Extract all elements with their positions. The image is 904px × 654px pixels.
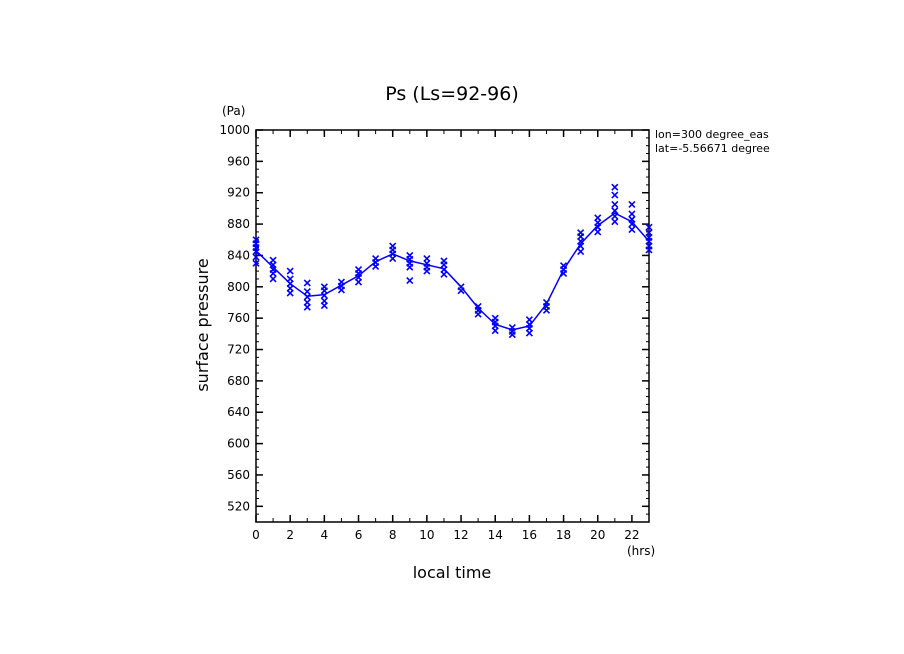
sample-marker — [423, 255, 431, 263]
y-tick-label: 680 — [227, 374, 250, 388]
y-tick-label: 960 — [227, 154, 250, 168]
x-tick-label: 14 — [488, 528, 503, 542]
sample-marker — [611, 212, 619, 220]
sample-marker — [286, 275, 294, 283]
x-tick-label: 2 — [286, 528, 294, 542]
sample-marker — [320, 297, 328, 305]
sample-marker — [474, 302, 482, 310]
sample-marker — [269, 256, 277, 264]
sample-marker — [628, 226, 636, 234]
sample-marker — [303, 287, 311, 296]
mean-line — [255, 212, 650, 331]
sample-marker — [303, 293, 311, 301]
x-tick-label: 12 — [453, 528, 468, 542]
y-tick-label: 560 — [227, 468, 250, 482]
sample-marker — [303, 298, 311, 307]
y-tick-label: 880 — [227, 217, 250, 231]
sample-marker — [389, 242, 397, 250]
sample-marker — [628, 200, 636, 209]
chart-title: Ps (Ls=92-96) — [385, 83, 519, 105]
y-tick-label: 520 — [227, 499, 250, 513]
y-tick-label: 720 — [227, 343, 250, 357]
sample-marker — [457, 283, 465, 291]
y-tick-label: 600 — [227, 437, 250, 451]
x-tick-label: 18 — [556, 528, 571, 542]
x-tick-label: 8 — [389, 528, 397, 542]
sample-marker — [252, 253, 260, 261]
y-axis-label: surface pressure — [193, 258, 212, 391]
sample-marker — [611, 183, 619, 191]
sample-marker — [611, 200, 619, 209]
y-tick-label: 920 — [227, 186, 250, 200]
sample-marker — [645, 229, 653, 237]
sample-marker — [303, 279, 311, 287]
x-unit-label: (hrs) — [627, 544, 655, 558]
sample-marker — [252, 259, 260, 267]
y-unit-label: (Pa) — [222, 104, 245, 118]
annotation-lat: lat=-5.56671 degree — [655, 142, 770, 155]
sample-marker — [645, 223, 653, 231]
y-tick-label: 640 — [227, 405, 250, 419]
sample-marker — [577, 229, 585, 237]
sample-marker — [286, 267, 294, 275]
y-tick-label: 760 — [227, 311, 250, 325]
x-tick-label: 22 — [624, 528, 639, 542]
sample-marker — [491, 314, 499, 322]
sample-marker — [269, 275, 277, 283]
sample-marker — [440, 257, 448, 265]
x-tick-label: 6 — [355, 528, 363, 542]
sample-marker — [628, 215, 636, 223]
plot-frame — [255, 129, 650, 523]
sample-marker — [611, 218, 619, 226]
x-tick-label: 10 — [419, 528, 434, 542]
sample-marker — [508, 324, 516, 332]
x-tick-label: 0 — [252, 528, 260, 542]
x-tick-label: 4 — [321, 528, 329, 542]
sample-marker — [611, 207, 619, 215]
sample-marker — [354, 265, 363, 274]
x-tick-label: 16 — [522, 528, 537, 542]
x-axis-label: local time — [413, 563, 492, 582]
sample-marker — [628, 210, 636, 218]
sample-marker — [252, 236, 260, 244]
y-tick-label: 800 — [227, 280, 250, 294]
y-tick-label: 840 — [227, 248, 250, 262]
sample-marker — [406, 276, 414, 285]
sample-marker — [577, 247, 585, 256]
sample-marker — [406, 251, 414, 260]
sample-marker — [320, 283, 328, 291]
sample-marker — [337, 278, 346, 286]
annotation-lon: lon=300 degree_eas — [655, 128, 769, 141]
sample-marker — [525, 316, 533, 324]
y-tick-label: 1000 — [219, 123, 250, 137]
sample-marker — [559, 262, 568, 270]
sample-marker — [594, 214, 602, 222]
sample-marker — [542, 298, 551, 307]
x-tick-label: 20 — [590, 528, 605, 542]
sample-marker — [611, 191, 619, 199]
sample-marker — [372, 255, 380, 263]
